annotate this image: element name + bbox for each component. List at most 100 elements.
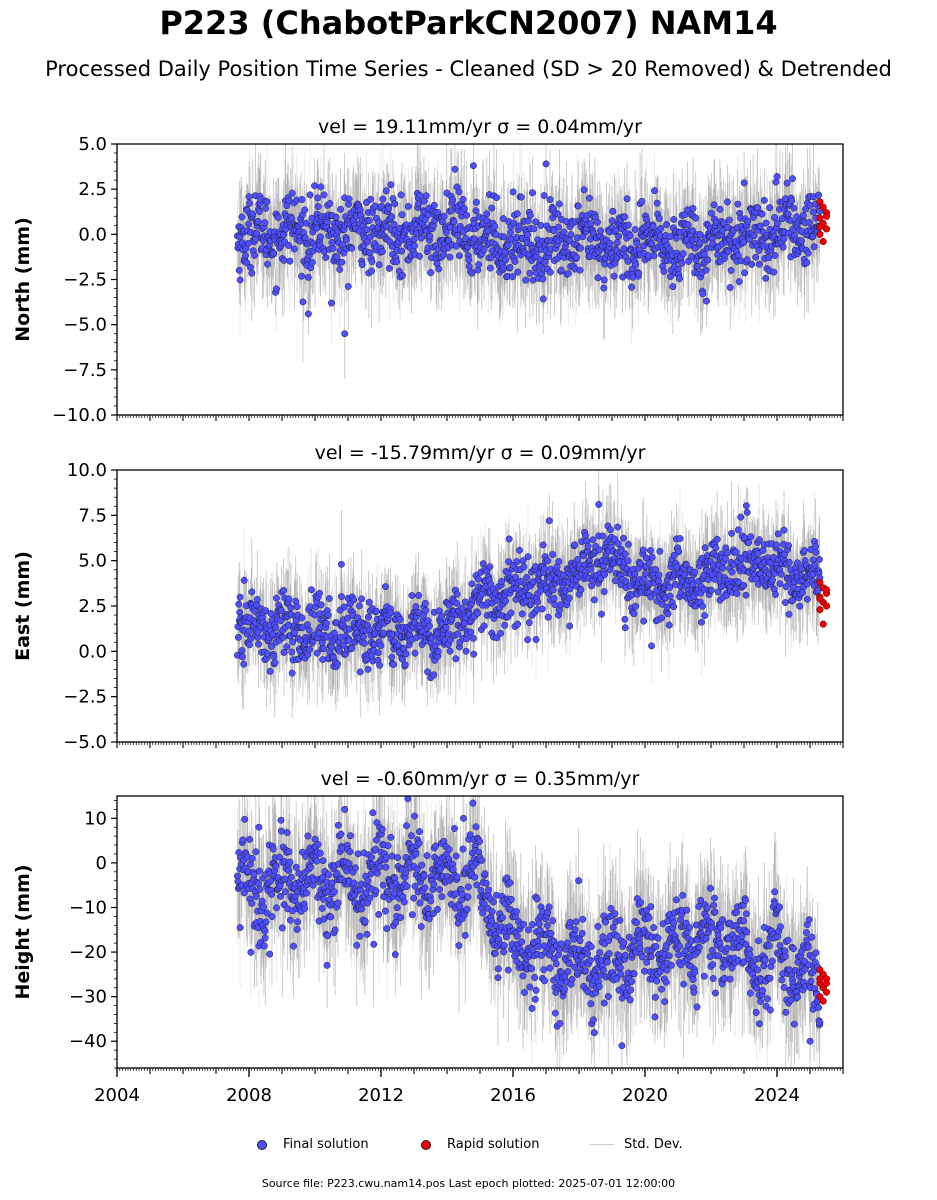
final-point	[522, 276, 530, 284]
final-point	[472, 198, 480, 206]
final-point	[246, 641, 254, 649]
final-point	[416, 192, 424, 199]
final-point	[786, 216, 794, 224]
final-point	[451, 165, 459, 173]
final-point	[788, 197, 796, 205]
final-point	[326, 200, 334, 208]
final-point	[538, 605, 546, 613]
final-point	[649, 222, 657, 230]
final-point	[815, 191, 823, 199]
final-point	[546, 196, 554, 204]
final-point	[424, 668, 432, 676]
final-point	[493, 194, 501, 202]
final-point	[263, 198, 271, 206]
final-point	[238, 653, 246, 661]
final-point	[298, 272, 306, 280]
final-point	[442, 624, 450, 632]
final-point	[446, 647, 454, 655]
final-point	[660, 268, 668, 275]
final-point	[261, 219, 269, 227]
final-point	[387, 181, 395, 189]
final-point	[499, 215, 507, 223]
final-point	[525, 619, 533, 627]
final-point	[301, 206, 309, 214]
final-point	[360, 639, 368, 647]
final-point	[416, 252, 423, 260]
y-tick-label: −7.5	[63, 360, 107, 381]
final-point	[803, 259, 811, 267]
final-point	[600, 284, 608, 292]
rapid-point	[816, 214, 824, 222]
final-point	[468, 269, 476, 277]
final-point	[377, 642, 385, 650]
final-point	[679, 250, 687, 258]
final-point	[657, 224, 665, 232]
final-point	[524, 217, 532, 225]
final-point	[344, 283, 352, 290]
final-point	[391, 200, 399, 208]
final-point	[280, 587, 288, 594]
final-point	[440, 212, 448, 220]
rapid-point	[822, 225, 831, 233]
final-point	[750, 232, 758, 240]
final-point	[773, 219, 781, 227]
final-point	[766, 204, 774, 212]
final-point	[483, 210, 491, 218]
final-point	[505, 558, 513, 566]
final-point	[505, 535, 513, 543]
final-point	[507, 229, 514, 237]
final-point	[316, 233, 324, 241]
final-point	[397, 191, 405, 199]
final-point	[486, 563, 494, 571]
final-point	[724, 248, 732, 256]
final-point	[576, 266, 584, 274]
final-point	[613, 239, 621, 247]
final-point	[412, 603, 420, 611]
final-point	[308, 214, 316, 222]
final-point	[421, 599, 429, 607]
final-point	[488, 204, 496, 212]
final-point	[277, 607, 285, 615]
final-point	[359, 633, 367, 641]
final-point	[510, 219, 518, 227]
rapid-point	[816, 198, 824, 206]
final-point	[624, 257, 632, 265]
final-point	[740, 238, 748, 246]
final-point	[460, 205, 468, 213]
final-point	[251, 251, 258, 259]
final-point	[336, 647, 344, 655]
final-point	[809, 208, 817, 216]
final-point	[447, 207, 455, 215]
final-point	[684, 221, 692, 229]
final-point	[628, 283, 636, 291]
final-point	[446, 636, 454, 644]
rapid-point	[816, 223, 824, 231]
final-point	[411, 649, 419, 657]
final-point	[529, 189, 536, 197]
final-point	[453, 599, 461, 607]
final-point	[446, 253, 454, 261]
final-point	[809, 233, 817, 241]
final-point	[253, 595, 261, 603]
final-point	[328, 299, 335, 307]
final-point	[694, 262, 702, 270]
final-point	[247, 263, 254, 271]
final-point	[254, 217, 262, 225]
final-point	[417, 234, 425, 242]
final-point	[689, 227, 697, 235]
final-point	[587, 220, 595, 228]
final-point	[235, 600, 243, 608]
final-point	[445, 601, 453, 609]
final-point	[526, 269, 534, 277]
final-point	[458, 604, 466, 612]
final-point	[442, 229, 450, 236]
final-point	[549, 586, 557, 594]
final-point	[516, 546, 523, 554]
final-point	[449, 196, 457, 204]
final-point	[290, 245, 298, 253]
final-point	[435, 265, 443, 273]
final-point	[567, 231, 575, 238]
final-point	[551, 601, 559, 609]
final-point	[333, 660, 341, 668]
final-point	[287, 604, 295, 612]
